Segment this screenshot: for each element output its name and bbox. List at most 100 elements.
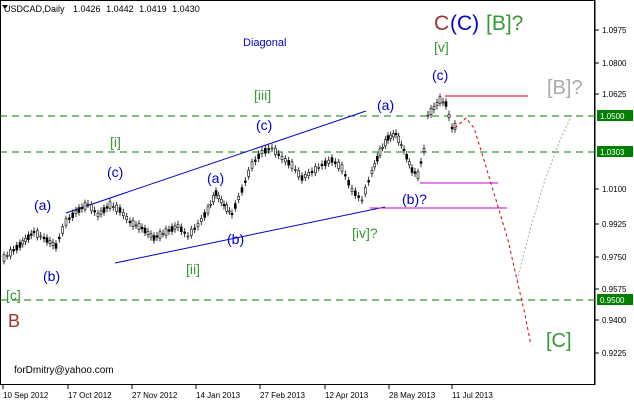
candle-body <box>118 207 122 213</box>
candle-body <box>327 159 331 164</box>
candle-body <box>176 224 180 228</box>
open-value: 1.0426 <box>73 4 101 14</box>
wave-label-c3: (c) <box>432 67 448 83</box>
candle-body <box>86 203 90 206</box>
price-axis: 1.0975 1.0800 1.0625 1.0100 0.9925 0.975… <box>595 26 627 358</box>
candle-body <box>35 230 39 238</box>
date-tick-label: 27 Nov 2012 <box>132 391 178 400</box>
candle-body <box>206 206 210 214</box>
forecast-path-red <box>454 117 532 346</box>
candle-body <box>64 218 68 226</box>
candle-body <box>15 244 19 251</box>
candle-body <box>77 207 81 213</box>
candle-body <box>307 172 311 176</box>
candle-body <box>441 101 445 104</box>
candle-body <box>453 123 457 131</box>
candle-body <box>45 237 49 243</box>
date-axis: 10 Sep 2012 17 Oct 2012 27 Nov 2012 14 J… <box>2 385 493 400</box>
candle-body <box>310 170 314 174</box>
candle-body <box>273 147 277 155</box>
candle-body <box>373 163 377 168</box>
wave-label-top-paren-C: (C) <box>450 12 479 35</box>
candle-body <box>2 254 6 262</box>
price-tick-label: 1.0100 <box>602 185 627 194</box>
candle-body <box>146 231 150 235</box>
candle-body <box>363 187 367 195</box>
candle-body <box>131 220 135 228</box>
candle-body <box>42 236 46 240</box>
candle-body <box>122 212 125 216</box>
price-marker-lower-label: 0.9500 <box>600 296 625 305</box>
candle-body <box>112 206 115 208</box>
candle-body <box>115 204 118 212</box>
candle-body <box>426 114 430 117</box>
candle-body <box>237 196 240 200</box>
date-tick-label: 28 May 2013 <box>389 391 436 400</box>
candle-body <box>183 231 186 234</box>
channel-upper-line <box>65 110 367 214</box>
wave-label-b1: (b) <box>43 268 60 284</box>
wave-label-top-C: C <box>434 12 449 35</box>
date-tick-label: 27 Feb 2013 <box>260 391 305 400</box>
candle-body <box>228 210 231 213</box>
candle-body <box>260 150 264 154</box>
candle-body <box>71 212 74 218</box>
candle-body <box>167 229 171 232</box>
candle-body <box>190 228 193 236</box>
candle-body <box>61 226 65 234</box>
wave-label-top-B: [B]? <box>486 12 523 35</box>
price-tick-label: 1.0975 <box>602 26 627 35</box>
candle-body <box>277 153 281 156</box>
price-tick-label: 1.0625 <box>602 90 627 99</box>
candle-body <box>170 226 174 232</box>
wave-label-b3: (b)? <box>402 191 427 207</box>
candle-body <box>263 148 267 154</box>
date-tick-label: 10 Sep 2012 <box>3 391 49 400</box>
candle-body <box>250 161 254 169</box>
candle-body <box>270 147 274 150</box>
candle-body <box>217 195 220 199</box>
candle-body <box>74 210 78 214</box>
candle-body <box>333 161 337 164</box>
candle-body <box>413 171 417 174</box>
candle-body <box>234 203 237 209</box>
candle-body <box>386 135 390 141</box>
low-value: 1.0419 <box>139 4 167 14</box>
candle-body <box>203 212 206 218</box>
candle-body <box>323 160 327 166</box>
candle-body <box>12 249 15 252</box>
candle-body <box>410 167 414 173</box>
candle-body <box>158 231 162 239</box>
price-tick-label: 0.9575 <box>602 285 627 294</box>
candle-body <box>222 203 226 207</box>
candle-body <box>422 148 426 152</box>
price-tick-label: 0.9925 <box>602 220 627 229</box>
wave-label-ii: [ii] <box>186 261 200 277</box>
candle-body <box>196 223 200 227</box>
candle-body <box>214 190 218 196</box>
candle-body <box>200 218 203 222</box>
candle-body <box>230 212 234 216</box>
candle-body <box>402 148 406 152</box>
candle-body <box>137 223 141 231</box>
wave-label-B-grey: [B]? <box>547 77 583 99</box>
candle-body <box>134 224 138 227</box>
wave-label-c2: (c) <box>256 117 272 133</box>
wave-label-b2: (b) <box>227 231 244 247</box>
date-tick-label: 12 Apr 2013 <box>325 391 369 400</box>
price-marker-lower <box>597 294 633 305</box>
price-marker-upper <box>597 110 633 121</box>
plot-area <box>0 0 595 385</box>
price-marker-middle-label: 1.0303 <box>600 148 625 157</box>
candle-body <box>212 195 215 203</box>
candle-body <box>407 161 411 166</box>
candle-body <box>83 202 87 210</box>
candle-body <box>297 170 301 178</box>
candle-body <box>152 235 156 241</box>
candle-body <box>267 148 271 151</box>
candle-body <box>125 216 128 220</box>
wave-label-c1: (c) <box>107 164 123 180</box>
candle-body <box>247 169 250 177</box>
candle-body <box>419 161 423 164</box>
symbol-name: USDCAD,Daily <box>4 4 65 14</box>
